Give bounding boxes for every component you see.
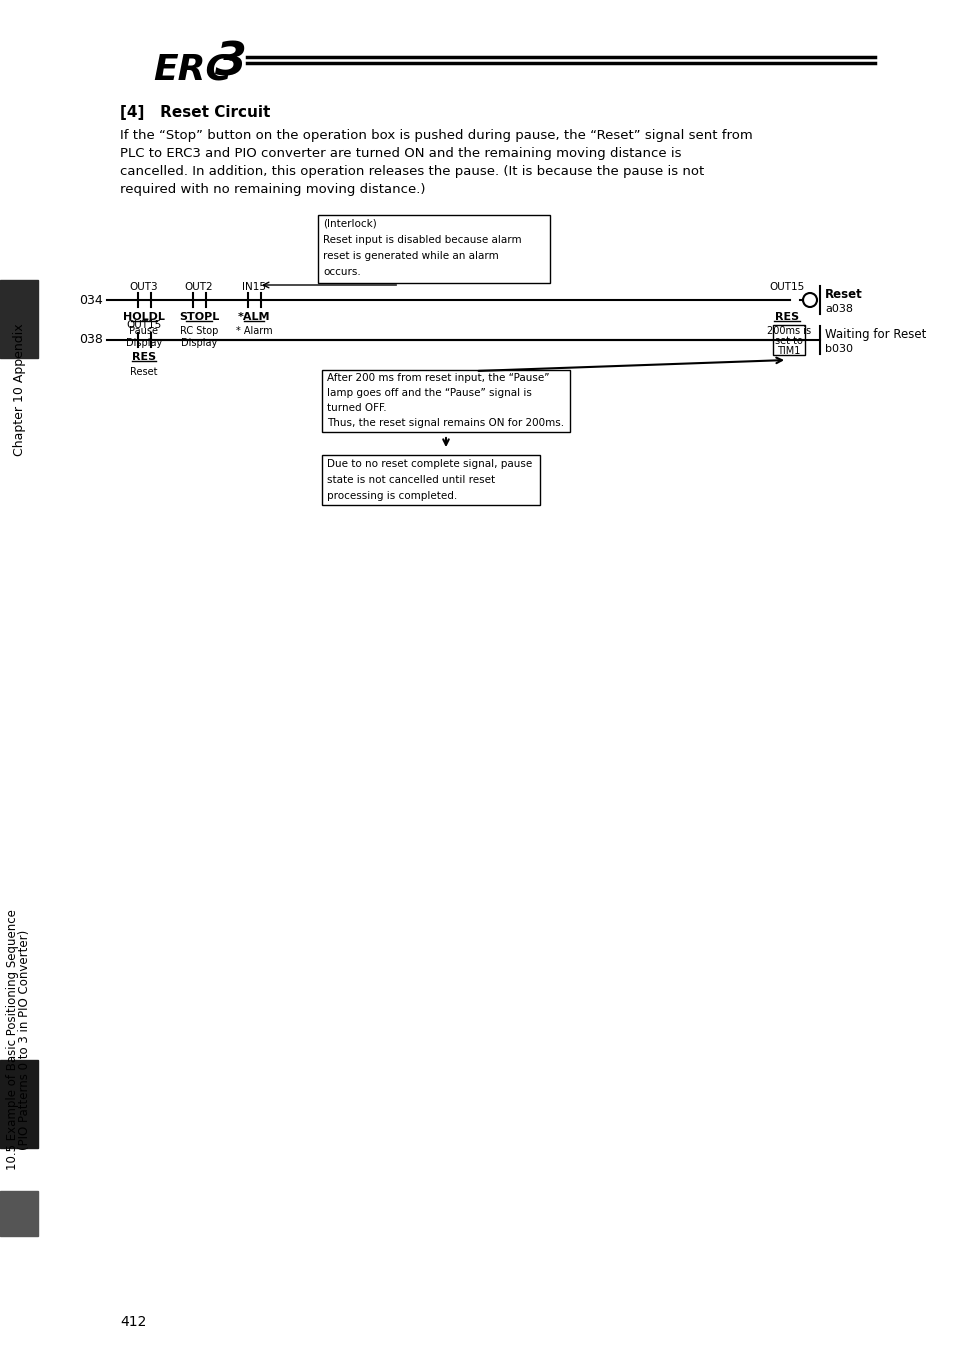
Text: OUT3: OUT3: [130, 282, 158, 292]
Text: Reset: Reset: [824, 289, 862, 301]
Bar: [0, 279, 38, 358]
Text: a038: a038: [824, 304, 852, 315]
Text: IN15: IN15: [242, 282, 266, 292]
Text: * Alarm: * Alarm: [235, 325, 272, 336]
Text: OUT15: OUT15: [768, 282, 803, 292]
Text: b030: b030: [824, 344, 852, 354]
Text: OUT2: OUT2: [185, 282, 213, 292]
Text: *ALM: *ALM: [237, 312, 270, 323]
Text: 034: 034: [79, 293, 103, 306]
Text: PLC to ERC3 and PIO converter are turned ON and the remaining moving distance is: PLC to ERC3 and PIO converter are turned…: [120, 147, 680, 159]
Bar: [317, 215, 550, 284]
Text: RES: RES: [774, 312, 799, 323]
Bar: [772, 325, 804, 355]
Text: (PIO Patterns 0 to 3 in PIO Converter): (PIO Patterns 0 to 3 in PIO Converter): [18, 930, 31, 1150]
Text: Display: Display: [181, 338, 217, 348]
Text: OUT15: OUT15: [126, 320, 161, 329]
Text: turned OFF.: turned OFF.: [327, 404, 386, 413]
Text: After 200 ms from reset input, the “Pause”: After 200 ms from reset input, the “Paus…: [327, 373, 549, 383]
Text: Pause: Pause: [130, 325, 158, 336]
Text: set to: set to: [774, 336, 802, 346]
Text: RES: RES: [132, 352, 156, 362]
Text: If the “Stop” button on the operation box is pushed during pause, the “Reset” si: If the “Stop” button on the operation bo…: [120, 128, 752, 142]
Text: lamp goes off and the “Pause” signal is: lamp goes off and the “Pause” signal is: [327, 387, 532, 398]
Bar: [0, 1060, 38, 1148]
Text: 412: 412: [120, 1315, 146, 1328]
Text: (Interlock): (Interlock): [323, 219, 376, 230]
Text: STOPL: STOPL: [178, 312, 219, 323]
Text: 200ms is: 200ms is: [766, 325, 810, 336]
Text: Chapter 10 Appendix: Chapter 10 Appendix: [13, 324, 27, 456]
Text: cancelled. In addition, this operation releases the pause. (It is because the pa: cancelled. In addition, this operation r…: [120, 165, 703, 177]
Text: TIM1: TIM1: [777, 346, 800, 356]
Text: 3: 3: [214, 40, 247, 85]
Text: Thus, the reset signal remains ON for 200ms.: Thus, the reset signal remains ON for 20…: [327, 418, 563, 428]
Text: required with no remaining moving distance.): required with no remaining moving distan…: [120, 182, 425, 196]
Bar: [0, 1191, 38, 1237]
Text: processing is completed.: processing is completed.: [327, 491, 456, 501]
Text: RC Stop: RC Stop: [179, 325, 218, 336]
Text: 038: 038: [79, 333, 103, 347]
Text: ERC: ERC: [152, 53, 232, 86]
Text: Reset input is disabled because alarm: Reset input is disabled because alarm: [323, 235, 521, 244]
Text: Reset: Reset: [131, 367, 157, 377]
Text: Due to no reset complete signal, pause: Due to no reset complete signal, pause: [327, 459, 532, 468]
Text: [4]   Reset Circuit: [4] Reset Circuit: [120, 105, 270, 120]
Text: reset is generated while an alarm: reset is generated while an alarm: [323, 251, 498, 261]
Text: HOLDL: HOLDL: [123, 312, 165, 323]
Text: Display: Display: [126, 338, 162, 348]
Bar: [322, 370, 569, 432]
Text: Waiting for Reset: Waiting for Reset: [824, 328, 925, 342]
Text: 10.5 Example of Basic Positioning Sequence: 10.5 Example of Basic Positioning Sequen…: [7, 910, 19, 1170]
Text: occurs.: occurs.: [323, 267, 360, 277]
Bar: [322, 455, 539, 505]
Text: state is not cancelled until reset: state is not cancelled until reset: [327, 475, 495, 485]
